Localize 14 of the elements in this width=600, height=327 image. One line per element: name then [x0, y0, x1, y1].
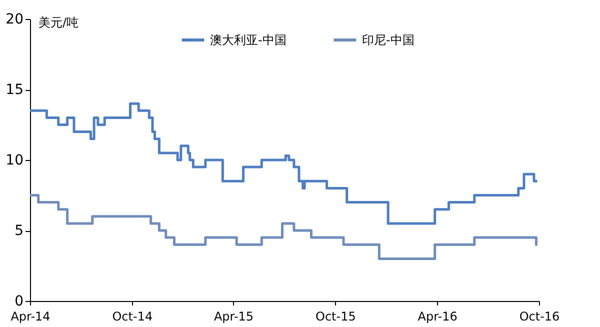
y-tick-label: 5 [14, 223, 24, 239]
x-tick-label: Oct-15 [316, 310, 356, 324]
x-tick-label: Oct-16 [519, 310, 560, 324]
x-tick-label: Apr-16 [418, 310, 458, 324]
legend-label: 澳大利亚-中国 [210, 33, 286, 47]
x-tick-label: Apr-14 [10, 310, 50, 324]
y-axis-title: 美元/吨 [38, 16, 79, 30]
x-tick-label: Oct-14 [112, 310, 153, 324]
y-tick-label: 10 [6, 152, 24, 168]
x-tick-label: Apr-15 [214, 310, 254, 324]
y-tick-label: 20 [6, 12, 24, 28]
legend-label: 印尼-中国 [362, 33, 414, 47]
y-tick-label: 0 [14, 294, 24, 310]
y-tick-label: 15 [6, 82, 24, 98]
